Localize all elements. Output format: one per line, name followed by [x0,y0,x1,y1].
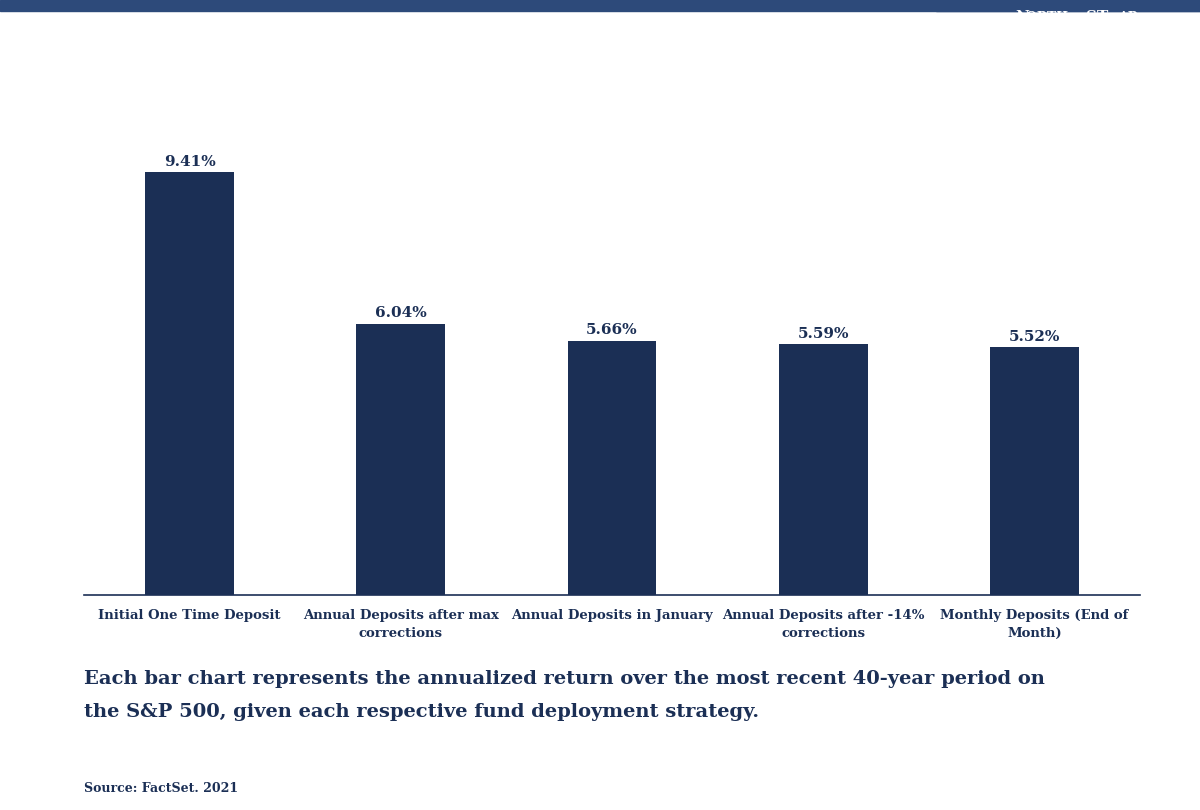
Bar [990,347,1079,595]
Text: 5.52%: 5.52% [1009,330,1060,343]
Bar [568,341,656,595]
Text: 5.59%: 5.59% [798,326,848,341]
Text: 9.41%: 9.41% [163,155,216,168]
Bar [779,343,868,595]
Text: Advisory Group: Advisory Group [1015,28,1097,37]
Bar [936,0,1200,11]
Bar [145,172,234,595]
Text: Annualized Return for Different Deployment Strategies: Annualized Return for Different Deployme… [22,40,970,71]
Text: 6.04%: 6.04% [374,306,427,321]
Text: AR: AR [1118,11,1139,23]
Text: 5.66%: 5.66% [586,323,638,338]
Polygon shape [1100,40,1200,79]
Text: ST: ST [1086,11,1109,24]
Text: Source: FactSet. 2021: Source: FactSet. 2021 [84,782,238,795]
Text: ORTH: ORTH [1026,11,1073,23]
Bar [356,323,445,595]
Text: N: N [1015,11,1030,24]
Text: Each bar chart represents the annualized return over the most recent 40-year per: Each bar chart represents the annualized… [84,671,1045,688]
Text: the S&P 500, given each respective fund deployment strategy.: the S&P 500, given each respective fund … [84,703,760,721]
Bar [0,0,1200,11]
Text: LLC: LLC [1136,28,1159,37]
